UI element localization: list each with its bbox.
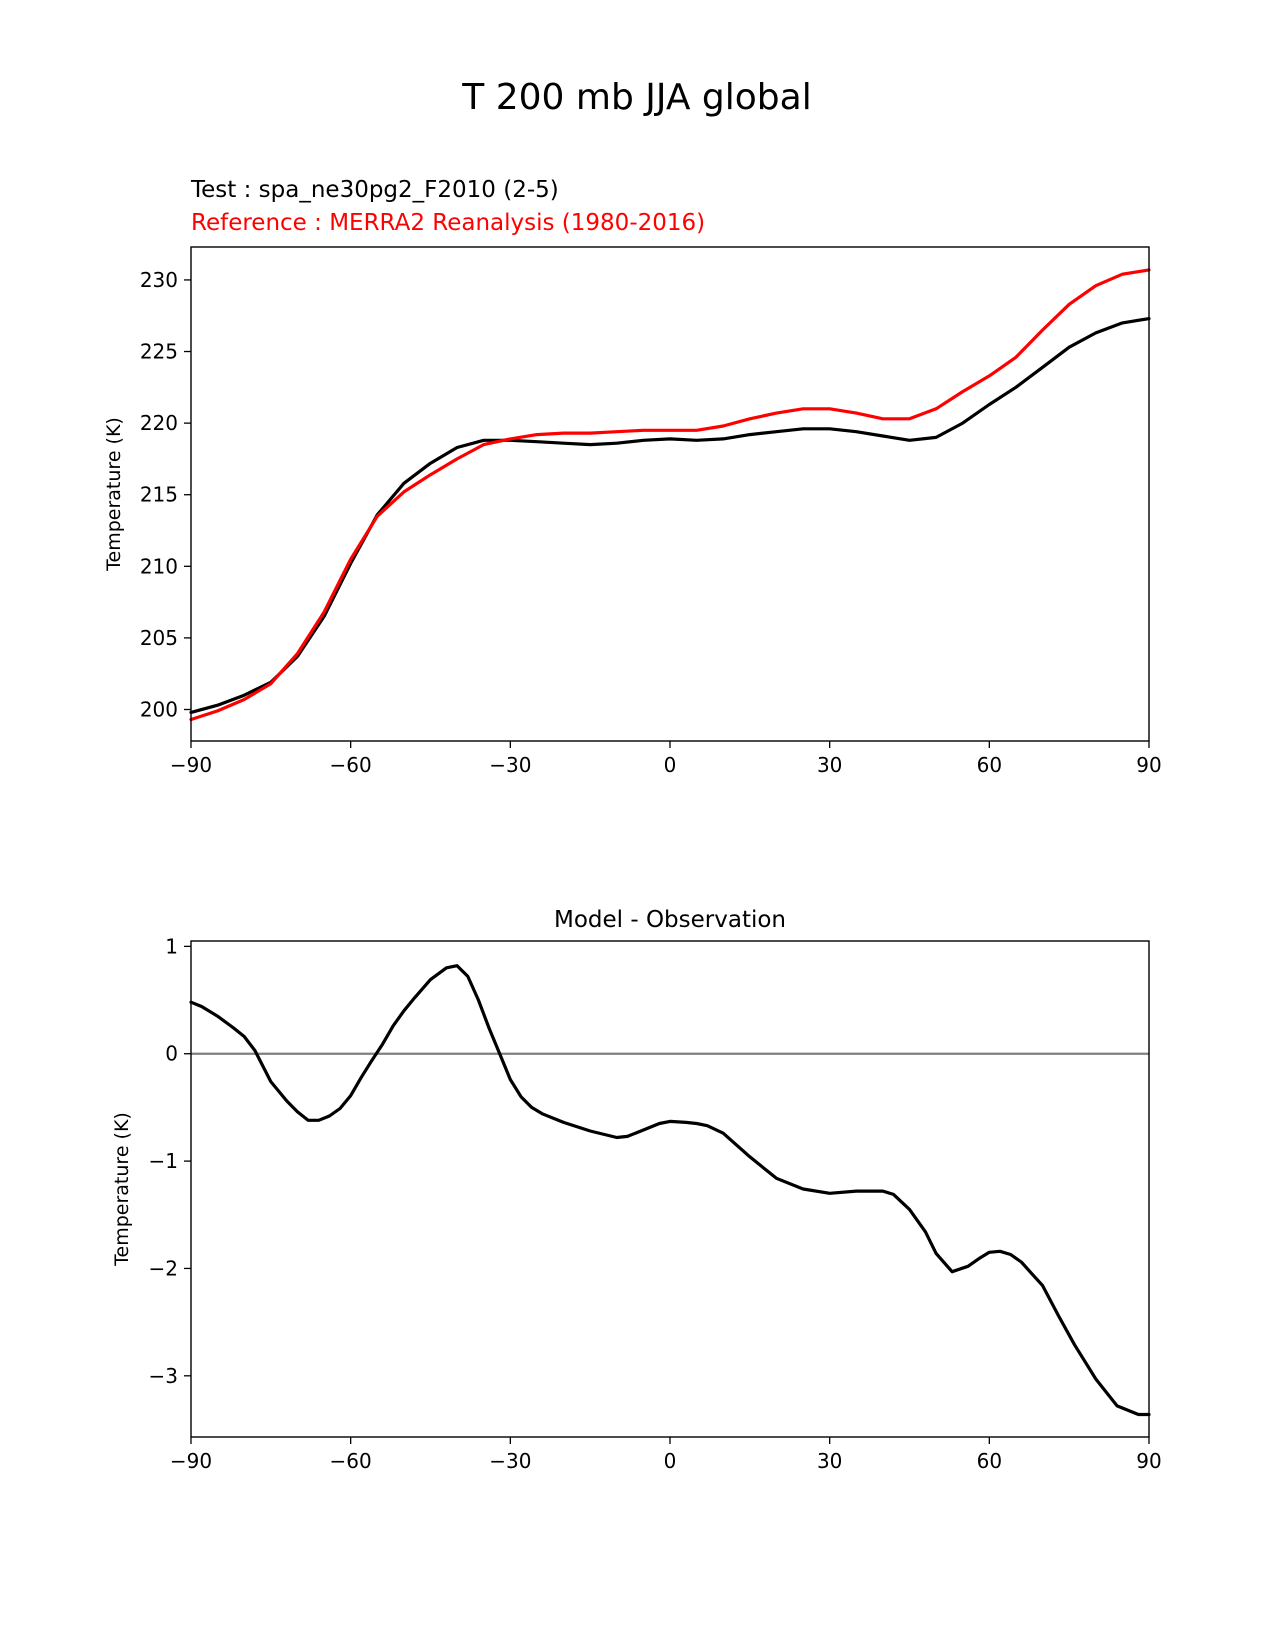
top-ytick-label: 200 [140,697,178,721]
bottom-ylabel: Temperature (K) [111,1112,133,1267]
top-ytick-label: 225 [140,340,178,364]
top-plot-area: −90 −60 −30 0 30 60 90 200 205 210 215 220 225 230 [140,268,1162,777]
figure-title: T 200 mb JJA global [461,77,811,118]
top-xtick-label: −30 [489,753,531,777]
top-ytick-label: 230 [140,268,178,292]
bottom-panel: Model - Observation −90 −60 −30 0 30 60 90 1 0 −1… [111,907,1162,1473]
bottom-plot-area: −90 −60 −30 0 30 60 90 1 0 −1 −2 −3 [149,934,1162,1473]
top-ytick-label: 215 [140,483,178,507]
bottom-title: Model - Observation [554,907,786,933]
bottom-ytick-label: 0 [165,1042,178,1066]
bottom-ytick-label: −1 [149,1149,178,1173]
reference-label: Reference : MERRA2 Reanalysis (1980-2016… [191,210,705,236]
top-xtick-label: 90 [1136,753,1161,777]
top-series-line-reference [189,268,1151,722]
bottom-xtick-label: 30 [817,1449,842,1473]
top-panel: Test : spa_ne30pg2_F2010 (2-5) Reference… [103,177,1162,777]
top-ytick-label: 205 [140,626,178,650]
top-axes-frame [190,246,1150,742]
bottom-ytick-label: −3 [149,1364,178,1388]
bottom-series-line-test [189,964,1151,1417]
top-ytick-label: 220 [140,411,178,435]
bottom-xtick-label: −90 [170,1449,212,1473]
test-label: Test : spa_ne30pg2_F2010 (2-5) [190,177,559,203]
top-ytick-label: 210 [140,554,178,578]
top-xtick-label: 0 [664,753,677,777]
bottom-xtick-label: 0 [664,1449,677,1473]
top-xtick-label: −90 [170,753,212,777]
top-ylabel: Temperature (K) [103,417,125,572]
bottom-xtick-label: −60 [330,1449,372,1473]
top-series-line-test [189,317,1151,715]
top-xtick-label: 30 [817,753,842,777]
bottom-xtick-label: 60 [977,1449,1002,1473]
top-xtick-label: 60 [977,753,1002,777]
bottom-xtick-label: −30 [489,1449,531,1473]
bottom-axes-frame [190,940,1150,1438]
bottom-ytick-label: −2 [149,1256,178,1280]
bottom-xtick-label: 90 [1136,1449,1161,1473]
bottom-ytick-label: 1 [165,934,178,958]
top-xtick-label: −60 [330,753,372,777]
